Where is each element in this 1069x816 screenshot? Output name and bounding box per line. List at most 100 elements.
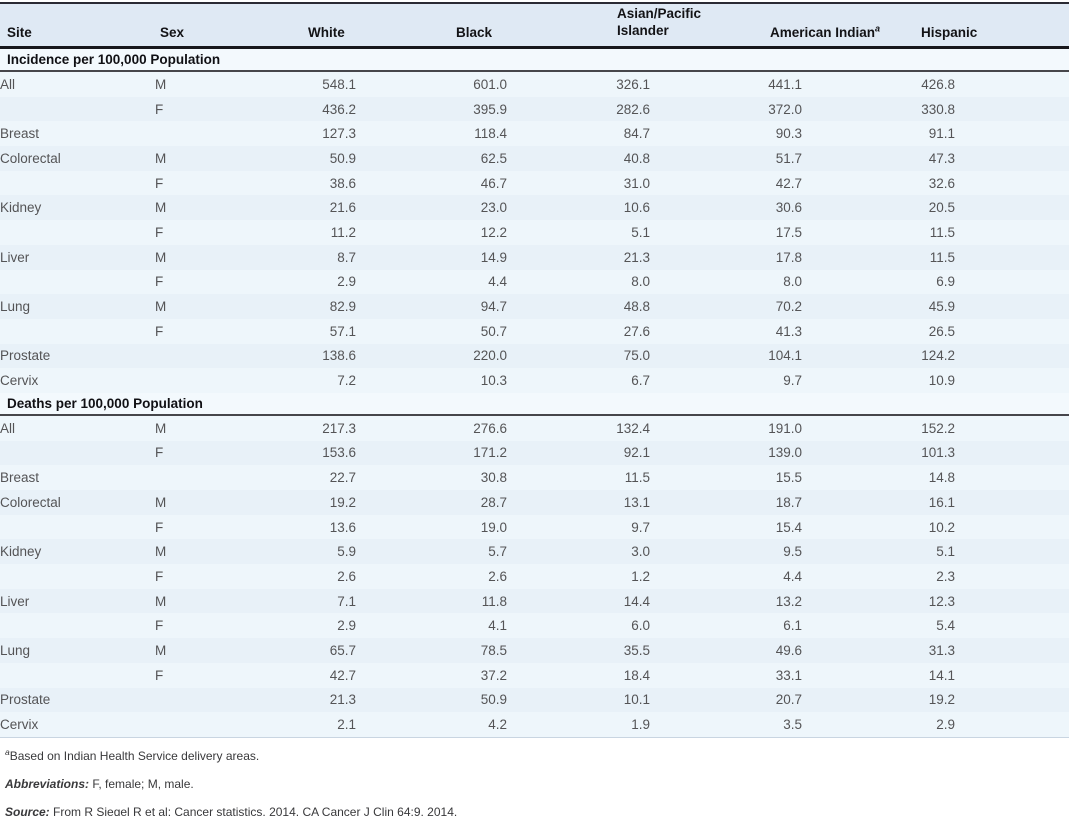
value-cell-white: 2.1 [275,712,356,738]
table-row: F 2.6 2.6 1.2 4.4 2.3 [0,564,1069,589]
spacer-cell [955,539,1069,565]
sex-cell [155,687,275,713]
value-cell-hispanic: 12.3 [802,588,955,614]
value-cell-american-indian: 30.6 [650,195,802,221]
value-cell-black: 62.5 [356,146,507,171]
value-cell-american-indian: 104.1 [650,343,802,369]
spacer-cell [955,170,1069,196]
table-row: F 11.2 12.2 5.1 17.5 11.5 [0,220,1069,245]
value-cell-black: 4.2 [356,712,507,738]
table-row: Prostate 138.6 220.0 75.0 104.1 124.2 [0,343,1069,369]
sex-cell: M [155,244,275,270]
col-header-asian-pacific-islander: Asian/Pacific Islander [507,4,701,49]
value-cell-white: 217.3 [275,414,356,441]
value-cell-black: 395.9 [356,96,507,122]
value-cell-white: 21.3 [275,687,356,713]
value-cell-black: 171.2 [356,440,507,466]
value-cell-white: 548.1 [275,71,356,97]
spacer-cell [955,244,1069,270]
table-row: Colorectal M 19.2 28.7 13.1 18.7 16.1 [0,490,1069,515]
value-cell-american-indian: 20.7 [650,687,802,713]
value-cell-white: 2.6 [275,564,356,589]
value-cell-asian-pacific: 35.5 [507,638,650,663]
value-cell-american-indian: 90.3 [650,121,802,147]
value-cell-white: 65.7 [275,638,356,663]
value-cell-american-indian: 17.5 [650,220,802,245]
sex-cell: M [155,490,275,515]
value-cell-white: 2.9 [275,613,356,639]
site-cell: Lung [0,294,155,319]
site-cell [0,269,155,295]
value-cell-hispanic: 10.2 [802,514,955,540]
table-row: F 436.2 395.9 282.6 372.0 330.8 [0,96,1069,122]
value-cell-american-indian: 3.5 [650,712,802,738]
value-cell-american-indian: 9.7 [650,368,802,393]
footnotes: aBased on Indian Health Service delivery… [0,738,1069,816]
value-cell-black: 4.1 [356,613,507,639]
value-cell-black: 30.8 [356,465,507,490]
spacer-cell [955,71,1069,97]
value-cell-black: 2.6 [356,564,507,589]
table-row: Liver M 7.1 11.8 14.4 13.2 12.3 [0,588,1069,614]
table-row: F 13.6 19.0 9.7 15.4 10.2 [0,514,1069,540]
spacer-cell [955,368,1069,393]
sex-cell [155,121,275,147]
footnote-abbreviations: Abbreviations: F, female; M, male. [5,776,194,791]
site-cell [0,613,155,639]
table-row: Cervix 2.1 4.2 1.9 3.5 2.9 [0,712,1069,738]
sex-cell: F [155,514,275,540]
value-cell-asian-pacific: 10.1 [507,687,650,713]
site-cell [0,96,155,122]
site-cell: Prostate [0,687,155,713]
footnote-source: Source: From R Siegel R et al: Cancer st… [5,804,458,816]
value-cell-asian-pacific: 84.7 [507,121,650,147]
value-cell-asian-pacific: 75.0 [507,343,650,369]
section-header-row: Incidence per 100,000 Population [0,47,1069,72]
site-cell [0,514,155,540]
spacer-cell [955,638,1069,663]
table-row: Prostate 21.3 50.9 10.1 20.7 19.2 [0,687,1069,713]
footnote-a: aBased on Indian Health Service delivery… [5,746,260,763]
spacer-cell [955,440,1069,466]
sex-cell [155,343,275,369]
site-cell [0,220,155,245]
value-cell-black: 37.2 [356,662,507,688]
sex-cell: F [155,220,275,245]
col-header-black: Black [356,4,507,49]
sex-cell: F [155,269,275,295]
value-cell-american-indian: 13.2 [650,588,802,614]
value-cell-asian-pacific: 21.3 [507,244,650,270]
site-cell: Breast [0,465,155,490]
value-cell-asian-pacific: 6.0 [507,613,650,639]
col-header-asian-pacific-islander-label: Asian/Pacific Islander [617,6,702,39]
sex-cell [155,712,275,738]
value-cell-american-indian: 9.5 [650,539,802,565]
value-cell-asian-pacific: 3.0 [507,539,650,565]
sex-cell: M [155,414,275,441]
value-cell-asian-pacific: 282.6 [507,96,650,122]
value-cell-asian-pacific: 31.0 [507,170,650,196]
value-cell-hispanic: 6.9 [802,269,955,295]
spacer-cell [955,465,1069,490]
value-cell-white: 138.6 [275,343,356,369]
value-cell-american-indian: 17.8 [650,244,802,270]
value-cell-black: 10.3 [356,368,507,393]
value-cell-white: 11.2 [275,220,356,245]
spacer-cell [955,613,1069,639]
table-row: F 42.7 37.2 18.4 33.1 14.1 [0,662,1069,688]
value-cell-white: 153.6 [275,440,356,466]
value-cell-american-indian: 191.0 [650,414,802,441]
value-cell-hispanic: 14.8 [802,465,955,490]
site-cell: Kidney [0,539,155,565]
site-cell: Lung [0,638,155,663]
sex-cell: M [155,638,275,663]
sex-cell: F [155,170,275,196]
site-cell: Cervix [0,368,155,393]
spacer-cell [955,294,1069,319]
site-cell: Cervix [0,712,155,738]
spacer-cell [955,269,1069,295]
value-cell-hispanic: 2.9 [802,712,955,738]
value-cell-asian-pacific: 326.1 [507,71,650,97]
value-cell-asian-pacific: 10.6 [507,195,650,221]
cancer-rates-by-race-table: Site Sex White Black Asian/Pacific Islan… [0,4,1069,738]
